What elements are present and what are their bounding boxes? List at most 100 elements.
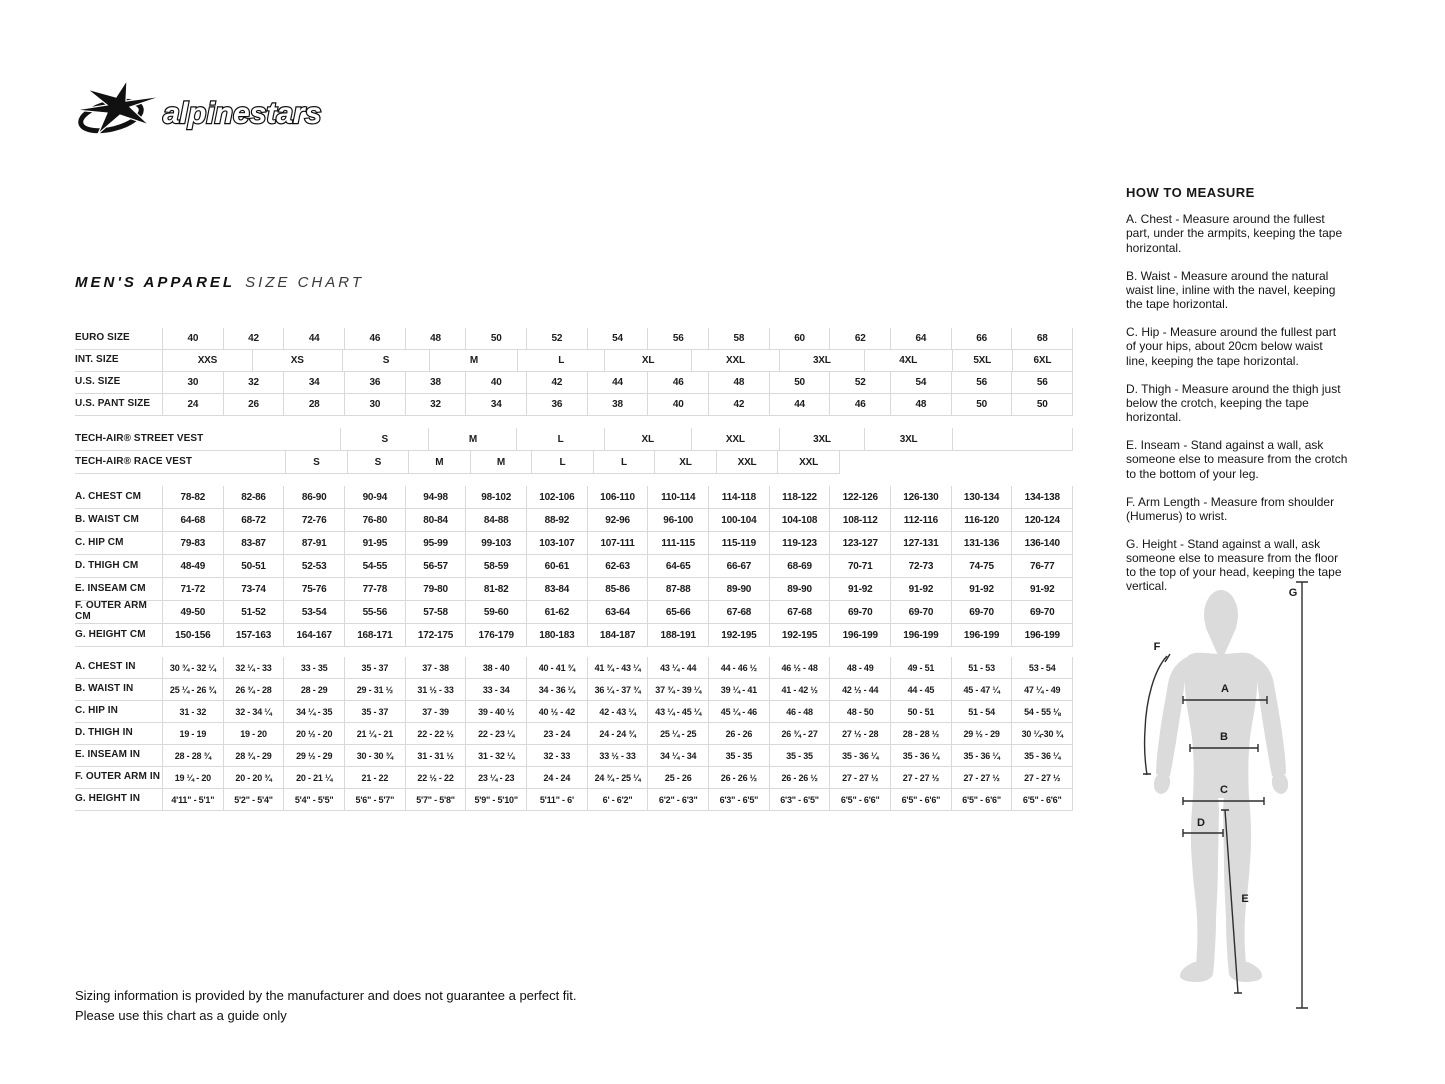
page-title: MEN'S APPAREL SIZE CHART [75,274,364,291]
size-cell: 40 [465,372,527,394]
size-cell: 68-72 [222,509,284,532]
size-cell: 172-175 [404,624,466,647]
size-cell: 50 - 51 [890,701,951,723]
size-cell: 30 [344,394,405,416]
size-cell: 36 [344,372,405,394]
size-cell: 25 - 26 [647,767,709,789]
size-cell: 27 - 27 ½ [890,767,951,789]
size-cell: 6' - 6'2" [586,789,648,811]
alpinestars-star-icon [74,80,164,135]
row-cells: 78-82 82-86 86-90 90-94 94-98 98-102 102-106 10… [162,486,1074,509]
row-label: F. OUTER ARM CM [75,601,162,624]
size-cell: 26 ¾ - 28 [222,679,284,701]
size-cell: 6'5" - 6'6" [829,789,891,811]
size-cell: 75-76 [283,578,345,601]
size-cell: 45 - 47 ¼ [950,679,1012,701]
size-cell: 80-84 [404,509,466,532]
row-label: D. THIGH IN [75,723,162,745]
size-cell: 24 - 24 ¾ [586,723,648,745]
size-cell: 54 [890,372,951,394]
table-row: E. INSEAM CM 71-72 73-74 75-76 77-78 79-80 81-… [75,578,1074,601]
size-cell: 92-96 [586,509,648,532]
size-cell: 20 - 21 ¼ [283,767,345,789]
size-cell: 94-98 [404,486,466,509]
size-cell: 103-107 [526,532,587,555]
size-cell: 89-90 [708,578,769,601]
row-cells: S S M M L L XL XXL XXL [162,451,1073,474]
table-row: G. HEIGHT IN 4'11" - 5'1" 5'2" - 5'4" 5'4" … [75,789,1074,811]
size-cell: 35 - 37 [344,701,405,723]
size-cell: 56 [647,328,709,350]
size-cell: 168-171 [344,624,405,647]
size-cell: 50 [768,372,830,394]
measure-instruction-inseam: E. Inseam - Stand against a wall, ask so… [1126,438,1348,481]
size-cell: 53-54 [283,601,345,624]
size-cell: 29 ½ - 29 [950,723,1012,745]
size-cell: 50 [1011,394,1074,416]
size-cell: 196-199 [890,624,951,647]
size-cell: 51 - 53 [950,657,1012,679]
size-cell: 52 [526,328,587,350]
row-label: G. HEIGHT IN [75,789,162,811]
size-cell: S [285,451,347,474]
row-cells: 4'11" - 5'1" 5'2" - 5'4" 5'4" - 5'5" 5'6" -… [162,789,1074,811]
size-cell: 63-64 [586,601,648,624]
row-cells: 40 42 44 46 48 50 52 54 56 58 60 62 64 66 68 [162,328,1074,350]
size-cell: 20 ½ - 20 [283,723,345,745]
size-cell: 91-95 [344,532,405,555]
size-cell: 28 - 28 ¾ [162,745,223,767]
row-label: C. HIP IN [75,701,162,723]
table-row: U.S. PANT SIZE 24 26 28 30 32 34 36 38 40 42 44 46 48… [75,394,1074,416]
size-cell: 78-82 [162,486,223,509]
size-cell: 56 [950,372,1012,394]
size-cell: 35 - 37 [344,657,405,679]
size-cell: 3XL [778,350,864,372]
row-cells: 150-156 157-163 164-167 168-171 172-175 176-1… [162,624,1074,647]
table-row: D. THIGH CM 48-49 50-51 52-53 54-55 56-57 58-5… [75,555,1074,578]
size-cell: 33 - 35 [283,657,345,679]
size-cell: 22 ½ - 22 [404,767,466,789]
size-cell: 73-74 [222,578,284,601]
size-cell: 98-102 [465,486,527,509]
size-cell: 126-130 [890,486,951,509]
size-cell: 77-78 [344,578,405,601]
size-cell [952,428,1073,451]
size-cell: 35 - 36 ¼ [829,745,891,767]
size-cell: 37 - 39 [404,701,466,723]
alpinestars-logo: alpinestars [74,80,323,135]
row-label: TECH-AIR® RACE VEST [75,451,192,474]
size-cell: 38 [586,394,648,416]
size-cell: 108-112 [829,509,891,532]
size-cell: 6'3" - 6'5" [768,789,830,811]
size-cell: 72-73 [890,555,951,578]
size-cell: 184-187 [586,624,648,647]
chest-measure-line [1182,696,1268,704]
size-cell: 46 [829,394,891,416]
size-cell: XL [603,428,691,451]
size-cell: 51-52 [222,601,284,624]
body-silhouette-image [1153,590,1289,982]
measurement-figure: A B C D E F G [1143,581,1308,1009]
table-row: F. OUTER ARM CM 49-50 51-52 53-54 55-56 57-58… [75,601,1074,624]
size-cell: 25 ¼ - 25 [647,723,709,745]
table-row: C. HIP CM 79-83 83-87 87-91 91-95 95-99 99-103… [75,532,1074,555]
size-cell: XL [654,451,716,474]
size-cell: 196-199 [1011,624,1074,647]
size-cell: 49 - 51 [890,657,951,679]
size-cell: 76-80 [344,509,405,532]
size-cell: 67-68 [708,601,769,624]
size-cell: 21 - 22 [344,767,405,789]
size-cell: XXL [715,451,778,474]
size-cell: 115-119 [708,532,769,555]
size-cell: 196-199 [829,624,891,647]
measure-instruction-chest: A. Chest - Measure around the fullest pa… [1126,212,1343,255]
size-cell: 53 - 54 [1011,657,1074,679]
size-cell: 48 - 49 [829,657,891,679]
row-cells: 28 - 28 ¾ 28 ¾ - 29 29 ½ - 29 30 - 30 ¾ 31 -… [162,745,1074,767]
size-cell: 42 ½ - 44 [829,679,891,701]
size-cell: 44 [768,394,830,416]
size-cell: 100-104 [708,509,769,532]
size-cell: 4XL [863,350,952,372]
size-cell: 79-83 [162,532,223,555]
size-cell: 5'4" - 5'5" [283,789,345,811]
